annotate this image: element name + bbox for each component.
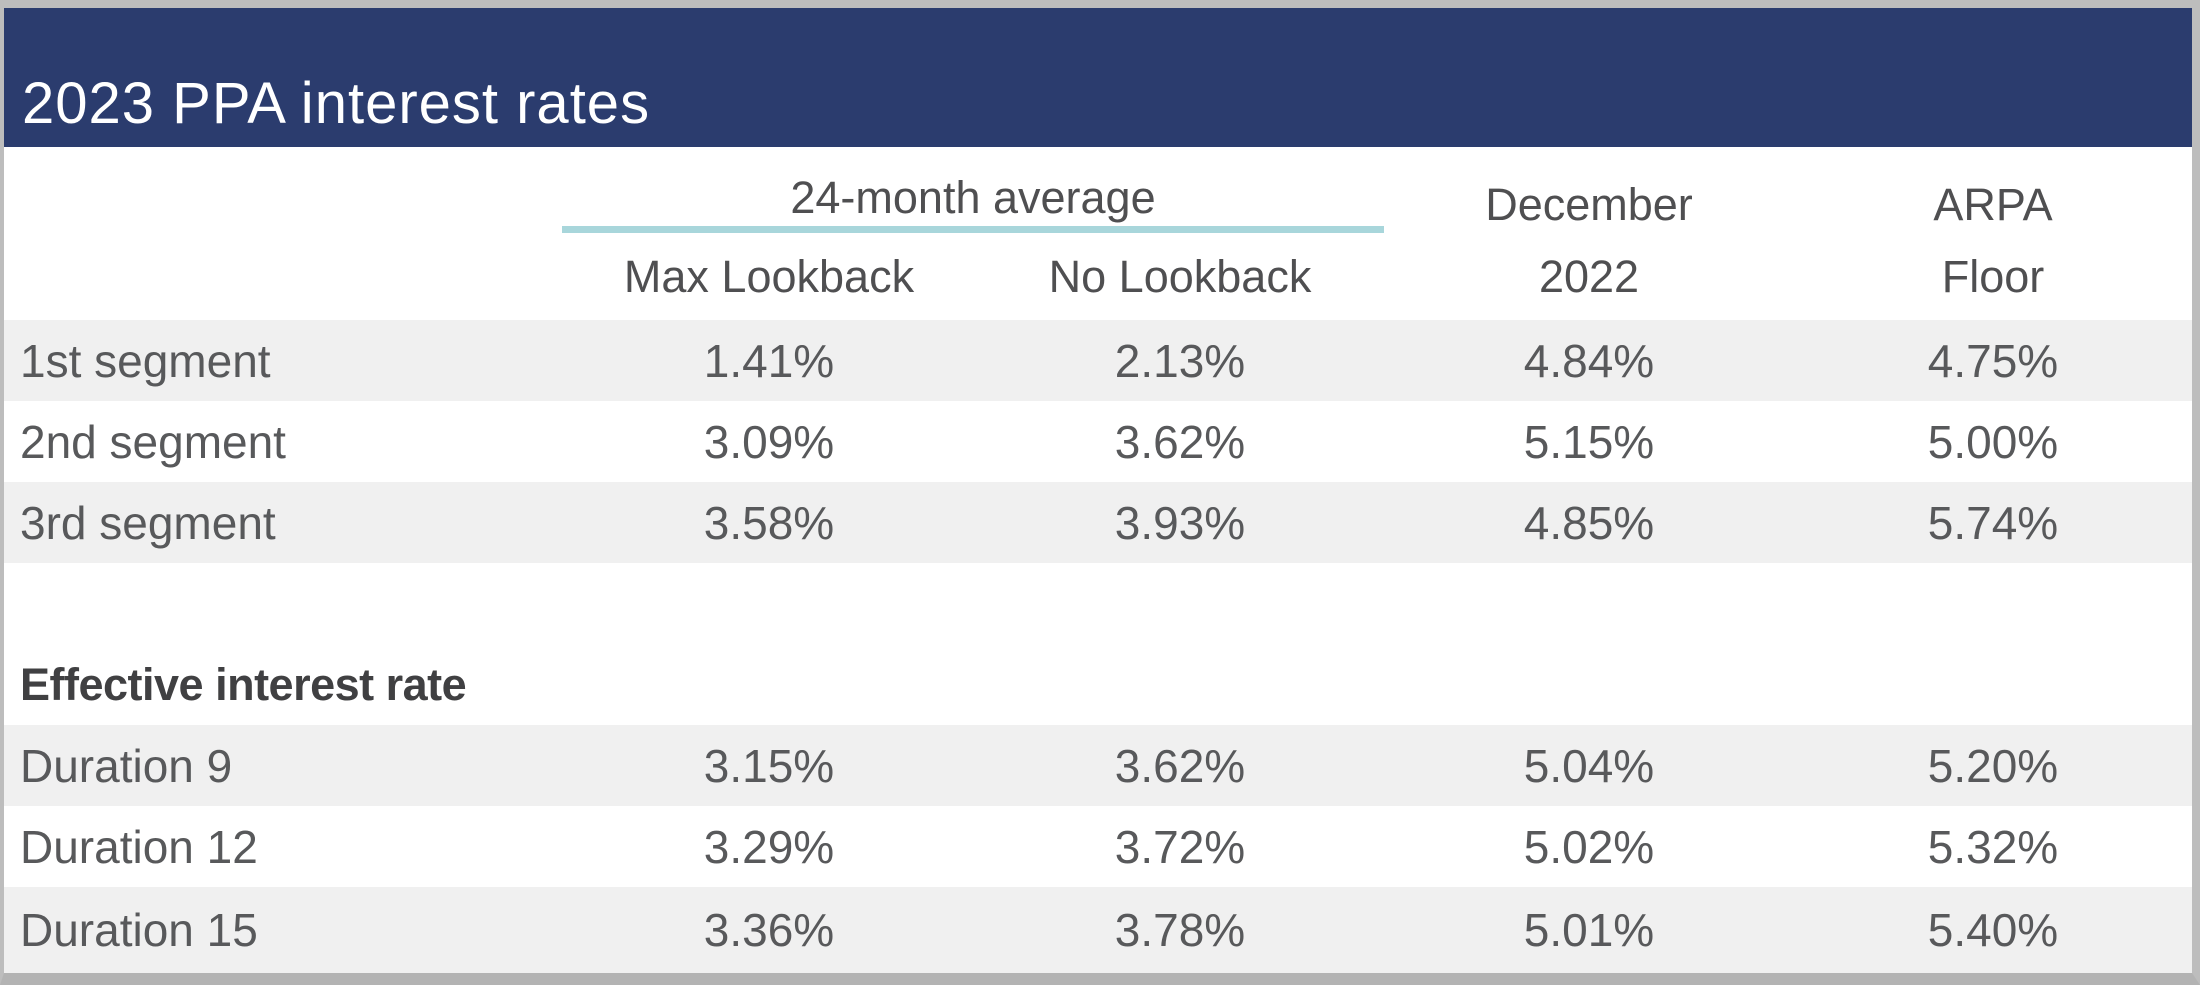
table-row-3rd-segment: 3rd segment 3.58% 3.93% 4.85% 5.74% (4, 482, 2192, 563)
page-title: 2023 PPA interest rates (22, 71, 651, 136)
table-row-duration-12: Duration 12 3.29% 3.72% 5.02% 5.32% (4, 806, 2192, 887)
cell-value: 3.72% (1114, 820, 1246, 873)
cell-value: 3.78% (1114, 904, 1246, 956)
row-label: Duration 12 (20, 820, 258, 873)
cell-value: 4.84% (1523, 334, 1655, 387)
cell-value: 3.62% (1114, 739, 1246, 792)
cell-value: 3.29% (703, 820, 835, 873)
header-december-line1: December (1485, 179, 1693, 230)
cell-value: 2.13% (1114, 334, 1246, 387)
cell-value: 5.40% (1927, 904, 2059, 956)
cell-value: 5.00% (1927, 415, 2059, 468)
header-arpa-line1: ARPA (1933, 179, 2053, 230)
row-label: Duration 9 (20, 739, 233, 792)
cell-value: 4.75% (1927, 334, 2059, 387)
table-row-duration-9: Duration 9 3.15% 3.62% 5.04% 5.20% (4, 725, 2192, 806)
cell-value: 5.74% (1927, 496, 2059, 549)
header-spacer (4, 233, 562, 320)
header-row-group: 24-month average December ARPA (4, 147, 2192, 233)
header-arpa-line2: Floor (1941, 251, 2045, 302)
cell-value: 3.15% (703, 739, 835, 792)
header-row-sub: Max Lookback No Lookback 2022 Floor (4, 233, 2192, 320)
cell-value: 5.20% (1927, 739, 2059, 792)
row-label: 1st segment (20, 334, 271, 387)
table-row-2nd-segment: 2nd segment 3.09% 3.62% 5.15% 5.00% (4, 401, 2192, 482)
row-label: Duration 15 (20, 904, 258, 956)
cell-value: 5.32% (1927, 820, 2059, 873)
cell-value: 3.09% (703, 415, 835, 468)
cell-value: 3.93% (1114, 496, 1246, 549)
section-row-effective-interest-rate: Effective interest rate (4, 644, 2192, 725)
cell-value: 3.36% (703, 904, 835, 956)
cell-value: 5.15% (1523, 415, 1655, 468)
cell-value: 5.02% (1523, 820, 1655, 873)
header-group-label: 24-month average (790, 172, 1156, 223)
row-label: 2nd segment (20, 415, 286, 468)
table-row-duration-15: Duration 15 3.36% 3.78% 5.01% 5.40% (4, 887, 2192, 973)
header-december-line2: 2022 (1538, 251, 1640, 302)
header-24-month-average: 24-month average (562, 147, 1384, 233)
cell-value: 3.58% (703, 496, 835, 549)
cell-value: 5.01% (1523, 904, 1655, 956)
title-bar: 2023 PPA interest rates (4, 8, 2192, 147)
header-no-lookback: No Lookback (1048, 251, 1312, 302)
cell-value: 5.04% (1523, 739, 1655, 792)
header-max-lookback: Max Lookback (623, 251, 915, 302)
header-spacer (4, 147, 562, 233)
row-label: 3rd segment (20, 496, 276, 549)
cell-value: 4.85% (1523, 496, 1655, 549)
section-label: Effective interest rate (20, 658, 467, 710)
cell-value: 1.41% (703, 334, 835, 387)
cell-value: 3.62% (1114, 415, 1246, 468)
table-row-1st-segment: 1st segment 1.41% 2.13% 4.84% 4.75% (4, 320, 2192, 401)
spacer-row (4, 563, 2192, 644)
